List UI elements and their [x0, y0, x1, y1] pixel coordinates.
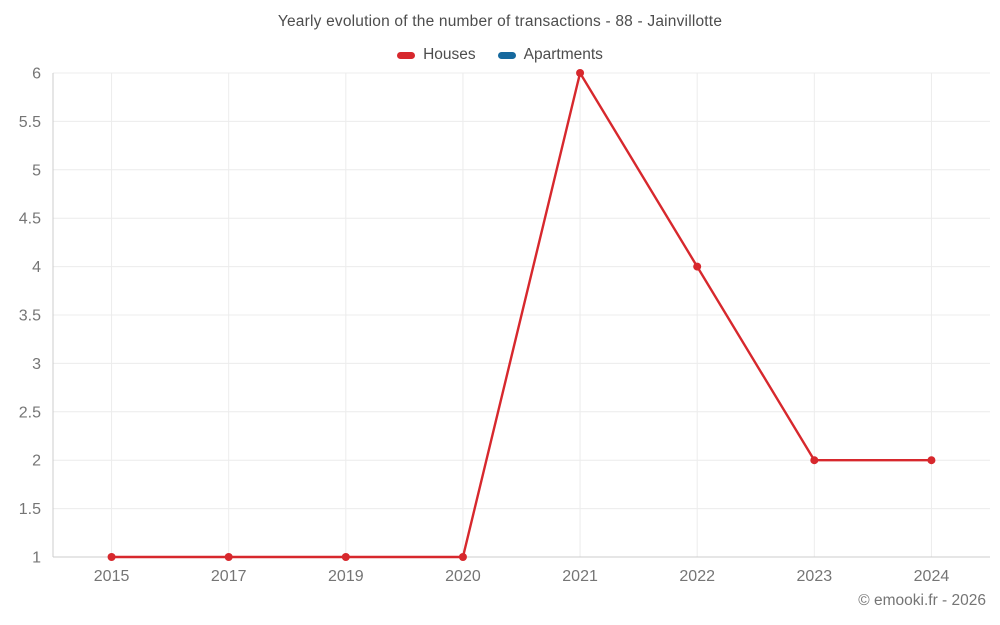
y-tick-label: 2 [32, 453, 41, 470]
footer-credit: © emooki.fr - 2026 [858, 592, 986, 609]
series-line-houses [110, 71, 933, 559]
x-tick-label: 2015 [94, 568, 130, 585]
legend-label-houses: Houses [423, 46, 476, 63]
x-tick-label: 2023 [797, 568, 833, 585]
y-tick-label: 5 [32, 162, 41, 179]
data-point-houses-2023[interactable] [810, 456, 819, 465]
data-point-houses-2019[interactable] [341, 553, 350, 561]
data-point-houses-2022[interactable] [693, 262, 702, 271]
legend-item-houses[interactable]: Houses [397, 46, 476, 64]
x-tick-label: 2017 [211, 568, 247, 585]
y-tick-label: 4.5 [19, 211, 41, 228]
legend-label-apartments: Apartments [523, 46, 603, 63]
x-tick-label: 2021 [562, 568, 598, 585]
x-tick-label: 2022 [679, 568, 715, 585]
x-tick-label: 2020 [445, 568, 481, 585]
y-tick-label: 5.5 [19, 114, 41, 131]
data-point-houses-2017[interactable] [224, 553, 233, 561]
y-tick-label: 1.5 [19, 501, 41, 518]
y-tick-label: 3 [32, 356, 41, 373]
data-point-houses-2024[interactable] [927, 456, 936, 465]
x-tick-label: 2019 [328, 568, 364, 585]
y-tick-label: 3.5 [19, 308, 41, 325]
x-tick-label: 2024 [914, 568, 950, 585]
data-point-houses-2015[interactable] [107, 553, 116, 561]
legend-item-apartments[interactable]: Apartments [497, 46, 603, 64]
apartments-swatch-icon [497, 51, 516, 59]
y-tick-label: 6 [32, 66, 41, 83]
legend: Houses Apartments [0, 46, 1000, 64]
chart-title: Yearly evolution of the number of transa… [277, 13, 723, 30]
y-tick-label: 1 [32, 550, 41, 567]
data-point-houses-2021[interactable] [576, 69, 585, 77]
houses-swatch-icon [397, 51, 416, 59]
y-tick-label: 4 [32, 259, 41, 276]
data-point-houses-2020[interactable] [458, 553, 467, 561]
y-tick-label: 2.5 [19, 404, 41, 421]
